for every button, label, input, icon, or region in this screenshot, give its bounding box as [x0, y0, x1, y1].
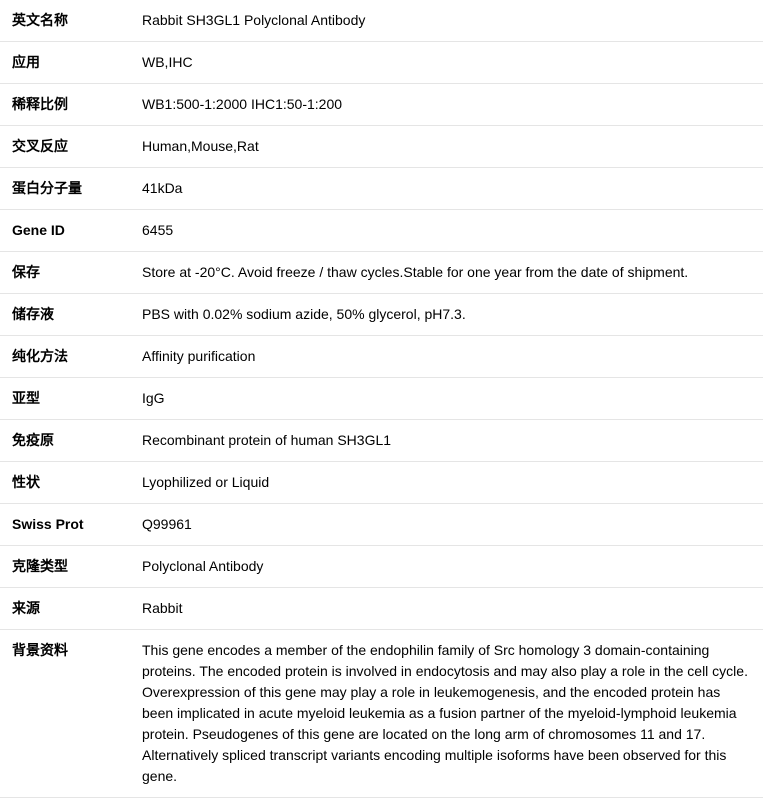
table-row: 应用WB,IHC	[0, 42, 763, 84]
row-value: IgG	[130, 378, 763, 420]
row-label: 交叉反应	[0, 126, 130, 168]
table-row: 保存Store at -20°C. Avoid freeze / thaw cy…	[0, 252, 763, 294]
row-value: Recombinant protein of human SH3GL1	[130, 420, 763, 462]
row-label: 亚型	[0, 378, 130, 420]
row-label: 纯化方法	[0, 336, 130, 378]
table-row: 背景资料This gene encodes a member of the en…	[0, 630, 763, 798]
table-row: 性状Lyophilized or Liquid	[0, 462, 763, 504]
row-label: 克隆类型	[0, 546, 130, 588]
table-row: 交叉反应Human,Mouse,Rat	[0, 126, 763, 168]
table-row: 英文名称Rabbit SH3GL1 Polyclonal Antibody	[0, 0, 763, 42]
table-row: 来源Rabbit	[0, 588, 763, 630]
row-label: 保存	[0, 252, 130, 294]
row-value: Polyclonal Antibody	[130, 546, 763, 588]
table-row: Swiss ProtQ99961	[0, 504, 763, 546]
table-row: 纯化方法Affinity purification	[0, 336, 763, 378]
table-row: 克隆类型Polyclonal Antibody	[0, 546, 763, 588]
row-value: WB,IHC	[130, 42, 763, 84]
row-value: Human,Mouse,Rat	[130, 126, 763, 168]
table-row: 免疫原Recombinant protein of human SH3GL1	[0, 420, 763, 462]
row-label: 免疫原	[0, 420, 130, 462]
row-label: 英文名称	[0, 0, 130, 42]
row-label: 蛋白分子量	[0, 168, 130, 210]
row-label: Gene ID	[0, 210, 130, 252]
row-value: WB1:500-1:2000 IHC1:50-1:200	[130, 84, 763, 126]
row-label: Swiss Prot	[0, 504, 130, 546]
row-value: Q99961	[130, 504, 763, 546]
row-label: 来源	[0, 588, 130, 630]
row-value: 6455	[130, 210, 763, 252]
row-value: Rabbit SH3GL1 Polyclonal Antibody	[130, 0, 763, 42]
table-row: 亚型IgG	[0, 378, 763, 420]
spec-table-body: 英文名称Rabbit SH3GL1 Polyclonal Antibody 应用…	[0, 0, 763, 798]
row-value: Lyophilized or Liquid	[130, 462, 763, 504]
row-value: This gene encodes a member of the endoph…	[130, 630, 763, 798]
row-value: Rabbit	[130, 588, 763, 630]
row-value: Affinity purification	[130, 336, 763, 378]
spec-table: 英文名称Rabbit SH3GL1 Polyclonal Antibody 应用…	[0, 0, 763, 798]
row-value: PBS with 0.02% sodium azide, 50% glycero…	[130, 294, 763, 336]
row-value: 41kDa	[130, 168, 763, 210]
table-row: 蛋白分子量41kDa	[0, 168, 763, 210]
table-row: Gene ID6455	[0, 210, 763, 252]
table-row: 稀释比例WB1:500-1:2000 IHC1:50-1:200	[0, 84, 763, 126]
table-row: 储存液PBS with 0.02% sodium azide, 50% glyc…	[0, 294, 763, 336]
row-label: 背景资料	[0, 630, 130, 798]
row-label: 储存液	[0, 294, 130, 336]
row-label: 性状	[0, 462, 130, 504]
row-label: 稀释比例	[0, 84, 130, 126]
row-label: 应用	[0, 42, 130, 84]
row-value: Store at -20°C. Avoid freeze / thaw cycl…	[130, 252, 763, 294]
